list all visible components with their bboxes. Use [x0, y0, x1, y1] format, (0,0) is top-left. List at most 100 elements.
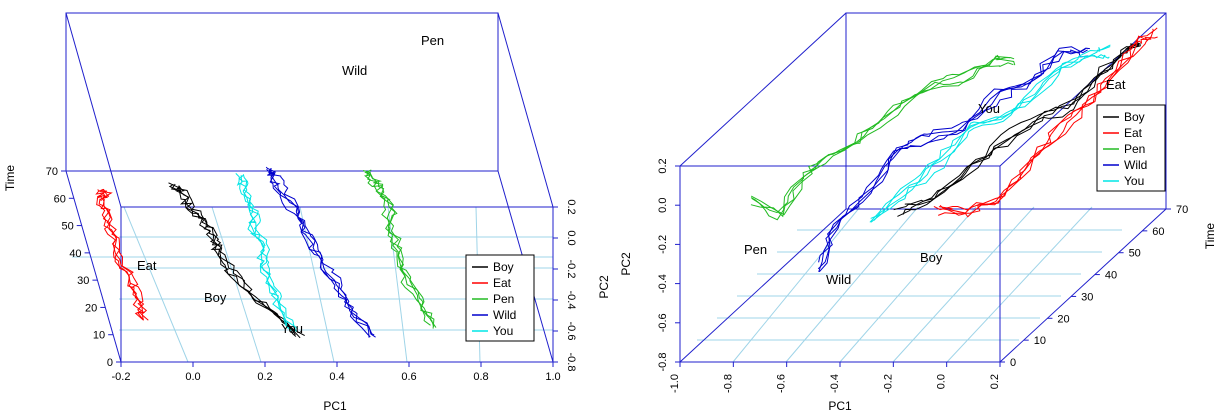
right-box-front-face — [679, 165, 1001, 363]
axis-tick-label: 50 — [1129, 248, 1141, 260]
left-box-edge — [65, 12, 122, 208]
left-box-back-face — [65, 12, 499, 172]
axis-tick-label: 60 — [1152, 226, 1164, 238]
trajectory-boy — [897, 43, 1140, 217]
legend-label-boy: Boy — [1124, 110, 1145, 124]
axis-tick-label: 30 — [1081, 291, 1093, 303]
axis-tick-label: 0.6 — [401, 371, 416, 383]
axis-tick-label: 40 — [1105, 270, 1117, 282]
axis-tick-label: -0.4 — [657, 274, 669, 293]
left-legend-box — [465, 254, 535, 342]
left-word-label-eat: Eat — [137, 258, 157, 273]
trajectory-boy — [902, 44, 1141, 215]
left-floor-grid-line — [123, 206, 189, 363]
axis-tick-label: 10 — [93, 330, 105, 342]
left-x-axis: -0.2 0.0 0.2 0.4 0.6 0.8 1.0 — [112, 362, 561, 383]
right-ylabel: PC2 — [619, 252, 633, 276]
right-floor-grid-line — [892, 206, 1035, 363]
right-word-label-boy: Boy — [920, 250, 943, 265]
trajectory-pen — [751, 55, 1015, 221]
left-plot: -0.2 0.0 0.2 0.4 0.6 0.8 1.0 0 10 20 30 40 50 60 70 -… — [3, 12, 611, 413]
axis-tick-label: 20 — [85, 302, 97, 314]
trajectory-wild — [268, 168, 371, 338]
axis-tick-label: -0.2 — [882, 374, 894, 393]
left-zlabel: Time — [3, 165, 17, 192]
right-z-axis: 0 10 20 30 40 50 60 70 — [1000, 204, 1188, 369]
right-x-axis: -1.0 -0.8 -0.6 -0.4 -0.2 0.0 0.2 — [669, 362, 1001, 393]
left-y-axis: -0.8 -0.6 -0.4 -0.2 0.0 0.2 — [553, 199, 577, 371]
trajectory-wild — [818, 50, 1089, 273]
left-trajectories — [95, 166, 437, 339]
axis-tick-label: 0 — [1010, 357, 1016, 369]
axis-tick-label: 10 — [1034, 335, 1046, 347]
axis-tick-label: -0.8 — [565, 353, 577, 372]
legend-label-wild: Wild — [493, 308, 516, 322]
trajectory-eat — [938, 28, 1154, 216]
trajectory-boy — [168, 182, 305, 337]
right-y-axis: -0.8 -0.6 -0.4 -0.2 0.0 0.2 — [657, 158, 680, 371]
trajectory-wild — [267, 168, 370, 338]
right-word-label-wild: Wild — [826, 272, 851, 287]
left-ylabel: PC2 — [597, 275, 611, 299]
axis-tick-label: -0.6 — [657, 313, 669, 332]
legend-label-pen: Pen — [1124, 142, 1145, 156]
right-box-back-face — [845, 12, 1167, 210]
left-word-label-pen: Pen — [421, 33, 444, 48]
trajectory-pen — [364, 171, 435, 327]
legend-label-eat: Eat — [1124, 126, 1143, 140]
trajectory-boy — [177, 185, 297, 337]
axis-tick-label: -1.0 — [669, 374, 681, 393]
trajectory-wild — [265, 166, 376, 338]
right-box-edge — [679, 208, 847, 363]
axis-tick-label: 0.0 — [185, 371, 200, 383]
right-legend: Boy Eat Pen Wild You — [1096, 104, 1166, 192]
axis-tick-label: 0.4 — [329, 371, 344, 383]
trajectory-you — [873, 46, 1111, 221]
trajectory-pen — [750, 54, 1011, 218]
axis-tick-label: -0.2 — [112, 371, 131, 383]
right-plot: -1.0 -0.8 -0.6 -0.4 -0.2 0.0 0.2 -0.8-0.6-0.4-… — [619, 12, 1217, 413]
left-floor-grid-line — [211, 206, 262, 363]
trajectory-wild — [817, 47, 1090, 270]
right-floor-grid-line — [732, 206, 861, 363]
axis-tick-label: 0.0 — [657, 198, 669, 213]
right-xlabel: PC1 — [828, 399, 852, 413]
right-legend-box — [1096, 104, 1166, 192]
right-box-edge — [999, 208, 1167, 363]
axis-tick-label: 50 — [61, 221, 73, 233]
axis-tick-label: 30 — [77, 275, 89, 287]
axis-tick-label: -0.6 — [776, 374, 788, 393]
axis-tick-label: 0.8 — [473, 371, 488, 383]
left-word-label-boy: Boy — [204, 290, 227, 305]
axis-tick-label: -0.8 — [657, 353, 669, 372]
legend-label-boy: Boy — [493, 260, 514, 274]
trajectory-eat — [96, 190, 149, 321]
axis-tick-label: 20 — [1057, 313, 1069, 325]
axis-tick-label: 0.2 — [565, 199, 577, 214]
trajectory-eat — [100, 189, 148, 321]
trajectory-you — [242, 174, 292, 332]
legend-label-you: You — [1124, 174, 1144, 188]
axis-tick-label: 0.2 — [657, 158, 669, 173]
legend-label-pen: Pen — [493, 292, 514, 306]
trajectory-eat — [939, 37, 1152, 214]
axis-tick-label: -0.6 — [565, 322, 577, 341]
axis-tick-label: 40 — [69, 248, 81, 260]
axis-tick-label: -0.2 — [657, 235, 669, 254]
left-floor-grid-line — [387, 206, 408, 363]
axis-tick-label: 60 — [54, 193, 66, 205]
trajectory-you — [870, 54, 1110, 219]
right-word-label-pen: Pen — [744, 242, 767, 257]
left-xlabel: PC1 — [323, 399, 347, 413]
left-box-edge — [497, 12, 554, 208]
right-box — [679, 12, 1167, 363]
trajectory-eat — [933, 27, 1158, 211]
right-floor-grid — [697, 206, 1122, 363]
right-word-label-you: You — [978, 101, 1000, 116]
trajectory-you — [239, 175, 291, 331]
right-trajectories — [750, 27, 1158, 273]
trajectory-you — [235, 173, 297, 332]
axis-tick-label: 0.2 — [989, 374, 1001, 389]
axis-tick-label: 0.0 — [565, 230, 577, 245]
